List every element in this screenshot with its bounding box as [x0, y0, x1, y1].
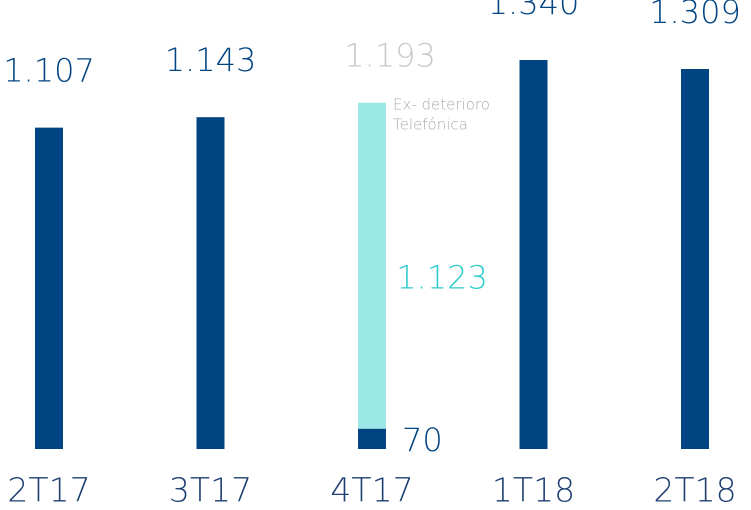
total-label: 1.309 [649, 0, 741, 31]
value-label: 1.123 [396, 259, 488, 297]
bar [35, 127, 63, 449]
value-label: 70 [402, 421, 443, 459]
x-tick-label: 3T17 [169, 471, 252, 510]
x-tick-label: 2T18 [653, 471, 736, 510]
total-label: 1.107 [3, 52, 95, 90]
bar [358, 102, 386, 429]
x-tick-label: 2T17 [7, 471, 90, 510]
bar [196, 117, 225, 449]
total-label: 1.193 [344, 37, 436, 75]
total-label: 1.340 [488, 0, 580, 22]
annotation: Ex- deterioro Telefónica [393, 95, 490, 133]
bar [358, 428, 386, 449]
bar [519, 60, 548, 449]
x-tick-label: 4T17 [330, 471, 413, 510]
total-label: 1.143 [165, 41, 257, 79]
bar [681, 68, 709, 449]
x-tick-label: 1T18 [492, 471, 575, 510]
